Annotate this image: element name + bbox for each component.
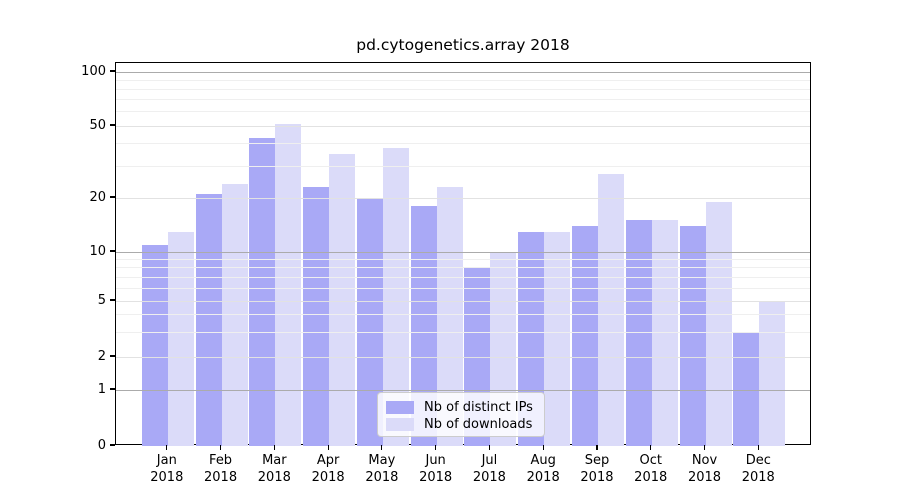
- y-tick-2: [110, 355, 115, 357]
- x-tick-aug: [542, 445, 544, 450]
- bar-dec-downloads: [759, 301, 786, 446]
- bar-sep-downloads: [597, 174, 624, 446]
- legend-swatch-downloads: [386, 418, 414, 431]
- x-tick-nov: [703, 445, 706, 450]
- gridline-y-70: [116, 99, 810, 101]
- gridline-y-10: [116, 251, 810, 253]
- x-tick-jul: [488, 445, 490, 450]
- y-tick-label-2: 2: [97, 348, 106, 364]
- x-tick-label-jan: Jan 2018: [150, 453, 184, 485]
- bar-nov-downloads: [705, 201, 732, 446]
- y-tick-100: [110, 70, 115, 72]
- bar-mar-distinct-ips: [249, 137, 276, 446]
- x-tick-jun: [435, 445, 437, 450]
- y-tick-label-10: 10: [89, 243, 106, 259]
- gridline-y-9: [116, 258, 810, 260]
- x-tick-sep: [596, 445, 598, 450]
- x-tick-oct: [650, 445, 652, 450]
- legend-swatch-distinct-ips: [386, 401, 414, 414]
- gridline-y-2: [116, 356, 810, 358]
- gridline-y-100: [116, 71, 810, 73]
- x-tick-label-aug: Aug 2018: [526, 453, 560, 485]
- x-tick-label-sep: Sep 2018: [580, 453, 614, 485]
- x-tick-label-apr: Apr 2018: [311, 453, 345, 485]
- bar-nov-distinct-ips: [679, 225, 706, 446]
- y-tick-label-0: 0: [97, 437, 106, 453]
- bar-aug-downloads: [544, 231, 571, 446]
- gridline-y-20: [116, 197, 810, 199]
- bar-jan-distinct-ips: [141, 244, 168, 446]
- x-tick-apr: [327, 445, 329, 450]
- x-tick-label-nov: Nov 2018: [687, 453, 722, 485]
- bar-dec-distinct-ips: [733, 332, 760, 446]
- plot-area: [115, 62, 811, 446]
- gridline-y-30: [116, 165, 810, 167]
- y-tick-label-20: 20: [89, 189, 106, 205]
- x-tick-may: [381, 445, 383, 450]
- gridline-y-60: [116, 111, 810, 113]
- y-tick-50: [110, 124, 115, 126]
- gridline-y-4: [116, 314, 810, 316]
- bar-sep-distinct-ips: [571, 225, 598, 446]
- x-tick-label-jun: Jun 2018: [419, 453, 453, 485]
- x-tick-jan: [166, 445, 168, 450]
- gridline-y-1: [116, 389, 810, 391]
- y-tick-0: [110, 444, 115, 446]
- bar-feb-distinct-ips: [195, 194, 222, 446]
- bar-apr-distinct-ips: [303, 187, 330, 446]
- gridline-y-8: [116, 267, 810, 269]
- y-tick-label-1: 1: [97, 381, 106, 397]
- x-tick-label-may: May 2018: [365, 453, 399, 485]
- y-tick-5: [110, 299, 115, 301]
- bar-oct-distinct-ips: [625, 220, 652, 446]
- bar-apr-downloads: [329, 154, 356, 446]
- gridline-y-6: [116, 287, 810, 289]
- x-tick-dec: [757, 445, 759, 450]
- bar-mar-downloads: [275, 124, 302, 446]
- legend-item-downloads: Nb of downloads: [386, 417, 544, 432]
- chart-title: pd.cytogenetics.array 2018: [356, 36, 570, 54]
- x-tick-label-mar: Mar 2018: [257, 453, 291, 485]
- gridline-y-90: [116, 79, 810, 81]
- gridline-y-80: [116, 88, 810, 90]
- y-tick-label-100: 100: [81, 63, 106, 79]
- y-tick-label-5: 5: [97, 292, 106, 308]
- gridline-y-5: [116, 300, 810, 302]
- x-tick-label-dec: Dec 2018: [741, 453, 775, 485]
- x-tick-mar: [273, 445, 275, 450]
- gridline-y-7: [116, 276, 810, 278]
- x-tick-label-feb: Feb 2018: [204, 453, 238, 485]
- bar-oct-downloads: [651, 220, 678, 446]
- bar-jan-downloads: [167, 231, 194, 446]
- y-tick-20: [110, 196, 115, 198]
- legend-item-distinct-ips: Nb of distinct IPs: [386, 400, 544, 415]
- x-tick-label-oct: Oct 2018: [634, 453, 668, 485]
- gridline-y-40: [116, 143, 810, 145]
- y-tick-10: [110, 250, 115, 252]
- y-tick-1: [110, 388, 115, 390]
- legend: Nb of distinct IPs Nb of downloads: [377, 392, 545, 437]
- gridline-y-50: [116, 125, 810, 127]
- y-tick-label-50: 50: [89, 117, 106, 133]
- legend-label-downloads: Nb of downloads: [424, 417, 533, 432]
- x-tick-feb: [219, 445, 222, 450]
- legend-label-distinct-ips: Nb of distinct IPs: [424, 400, 533, 415]
- x-tick-label-jul: Jul 2018: [472, 453, 506, 485]
- gridline-y-3: [116, 331, 810, 333]
